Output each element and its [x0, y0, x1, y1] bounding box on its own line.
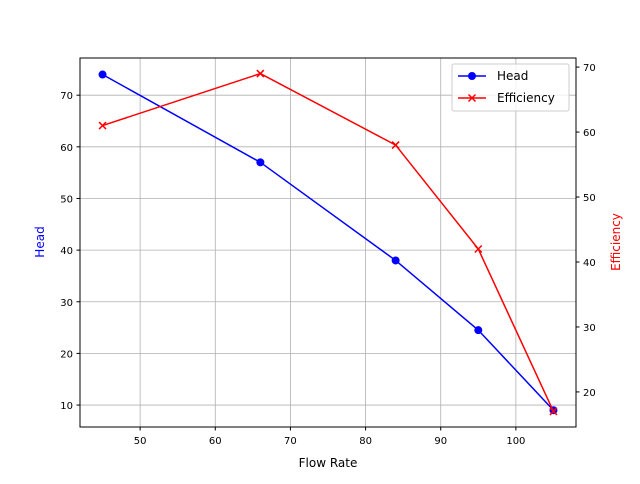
data-point-head [98, 70, 107, 79]
y-tick-label: 40 [60, 246, 73, 257]
x-tick-label: 80 [359, 436, 372, 447]
y2-axis-label: Efficiency [609, 213, 623, 271]
series-line-efficiency [102, 72, 555, 412]
x-tick-label: 100 [506, 436, 525, 447]
data-point-efficiency [391, 141, 400, 150]
y2-tick-label: 20 [583, 388, 596, 399]
y-tick-label: 10 [60, 401, 73, 412]
y-tick-label: 30 [60, 298, 73, 309]
y-tick-label: 70 [60, 91, 73, 102]
y2-tick-label: 40 [583, 258, 596, 269]
y2-tick-label: 70 [583, 63, 596, 74]
data-point-head [474, 326, 483, 335]
series-layer [98, 69, 558, 416]
data-point-head [391, 256, 400, 265]
grid [80, 58, 576, 427]
legend: Head Efficiency [451, 63, 570, 112]
y-tick-label: 20 [60, 349, 73, 360]
legend-efficiency-label: Efficiency [497, 91, 555, 105]
data-point-efficiency [98, 121, 107, 130]
x-tick-label: 50 [134, 436, 147, 447]
x-tick-label: 60 [209, 436, 222, 447]
legend-head-marker [468, 72, 476, 80]
y2-tick-label: 50 [583, 193, 596, 204]
ticks: 50 60 70 80 90 100 10 20 30 40 50 60 70 20 30 40 50 60 70 [60, 63, 595, 447]
x-tick-label: 70 [284, 436, 297, 447]
legend-efficiency-marker [467, 93, 477, 103]
data-point-head [256, 158, 265, 167]
y2-tick-label: 30 [583, 323, 596, 334]
data-point-efficiency [256, 69, 265, 78]
y-tick-label: 50 [60, 194, 73, 205]
y-tick-label: 60 [60, 143, 73, 154]
data-point-efficiency [474, 244, 483, 254]
series-line-head [102, 73, 555, 411]
x-axis-label: Flow Rate [299, 456, 358, 470]
legend-head-label: Head [497, 69, 528, 83]
y-axis-label: Head [33, 226, 47, 257]
x-tick-label: 90 [434, 436, 447, 447]
y2-tick-label: 60 [583, 128, 596, 139]
data-point-efficiency [549, 407, 558, 416]
plot-frame [79, 57, 577, 428]
